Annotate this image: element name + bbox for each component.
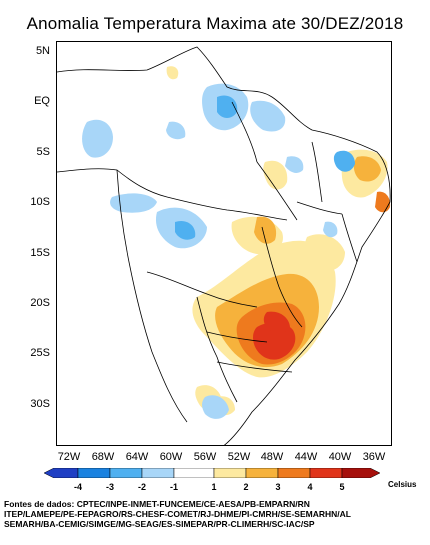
lat-label-10s: 10S — [30, 196, 50, 208]
lat-label-5n: 5N — [35, 45, 50, 57]
legend-swatch-minus4-minus3 — [77, 468, 111, 478]
lon-label-48w: 48W — [260, 451, 284, 463]
legend-tick-minus3: -3 — [105, 482, 114, 492]
legend-tick-3: 3 — [275, 482, 281, 492]
lat-label-5s: 5S — [36, 146, 50, 158]
legend-swatch-3-4 — [277, 468, 311, 478]
lon-label-64w: 64W — [125, 451, 149, 463]
lon-label-40w: 40W — [328, 451, 352, 463]
lat-label-15s: 15S — [30, 247, 50, 259]
legend-tick-5: 5 — [339, 482, 345, 492]
lat-label-20s: 20S — [30, 297, 50, 309]
legend-swatch-minus3-minus2 — [109, 468, 143, 478]
legend-swatch-below-minus4 — [44, 468, 79, 478]
lat-label-25s: 25S — [30, 347, 50, 359]
legend-swatch-minus2-minus1 — [141, 468, 175, 478]
legend-tick-minus1: -1 — [169, 482, 178, 492]
legend-tick-minus2: -2 — [137, 482, 146, 492]
legend-tick-minus4: -4 — [73, 482, 82, 492]
legend-tick-2: 2 — [243, 482, 249, 492]
lon-label-60w: 60W — [159, 451, 183, 463]
lat-label-30s: 30S — [30, 398, 50, 410]
legend-swatch-above-5 — [341, 468, 380, 478]
lon-label-56w: 56W — [193, 451, 217, 463]
legend-tick-1: 1 — [211, 482, 217, 492]
lon-label-72w: 72W — [57, 451, 81, 463]
legend-swatch-2-3 — [245, 468, 279, 478]
political-borders — [57, 46, 391, 445]
lon-label-68w: 68W — [91, 451, 115, 463]
color-legend-bar — [44, 468, 380, 478]
legend-swatch-neutral — [173, 468, 215, 478]
legend-swatch-1-2 — [213, 468, 247, 478]
lon-label-52w: 52W — [227, 451, 251, 463]
map-title: Anomalia Temperatura Maxima ate 30/DEZ/2… — [26, 14, 404, 33]
anomaly-map — [56, 41, 392, 446]
cool-anomaly-areas — [82, 83, 355, 419]
lat-label-eq: EQ — [34, 95, 50, 107]
lon-label-44w: 44W — [294, 451, 318, 463]
legend-tick-4: 4 — [307, 482, 313, 492]
lon-label-36w: 36W — [362, 451, 386, 463]
legend-unit-label: Celsius — [388, 480, 417, 489]
data-sources-note: Fontes de dados: CPTEC/INPE-INMET-FUNCEM… — [4, 499, 351, 529]
legend-swatch-4-5 — [309, 468, 343, 478]
map-canvas — [57, 46, 391, 445]
